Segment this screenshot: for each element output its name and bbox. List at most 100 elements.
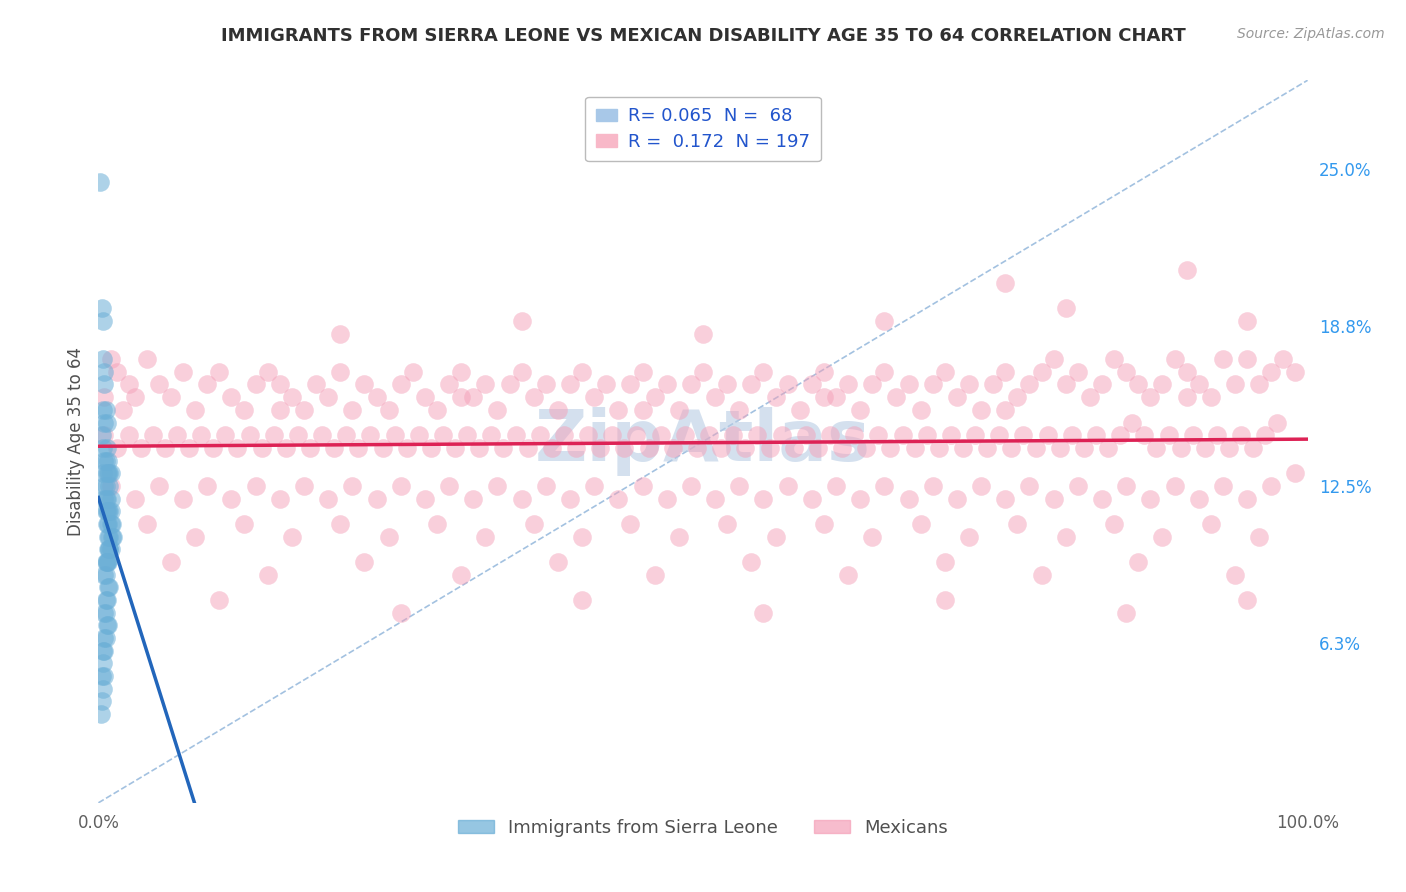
- Y-axis label: Disability Age 35 to 64: Disability Age 35 to 64: [66, 347, 84, 536]
- Point: [1163, 479, 1185, 493]
- Point: [934, 555, 956, 569]
- Point: [970, 479, 993, 493]
- Point: [994, 276, 1017, 290]
- Point: [245, 479, 267, 493]
- Point: [98, 580, 121, 594]
- Point: [463, 390, 485, 404]
- Point: [353, 555, 375, 569]
- Point: [981, 377, 1004, 392]
- Point: [342, 479, 364, 493]
- Point: [100, 491, 122, 506]
- Point: [789, 402, 811, 417]
- Text: ZipAtlas: ZipAtlas: [536, 407, 870, 476]
- Point: [740, 377, 762, 392]
- Point: [1036, 428, 1059, 442]
- Point: [426, 516, 449, 531]
- Point: [97, 618, 120, 632]
- Point: [91, 314, 114, 328]
- Point: [153, 441, 176, 455]
- Point: [765, 530, 787, 544]
- Point: [98, 467, 121, 481]
- Point: [208, 593, 231, 607]
- Point: [813, 516, 835, 531]
- Point: [292, 479, 315, 493]
- Point: [644, 567, 666, 582]
- Point: [413, 390, 436, 404]
- Point: [93, 631, 115, 645]
- Point: [94, 453, 117, 467]
- Point: [825, 479, 848, 493]
- Point: [463, 491, 485, 506]
- Point: [565, 441, 588, 455]
- Point: [1073, 441, 1095, 455]
- Point: [692, 365, 714, 379]
- Point: [602, 428, 624, 442]
- Point: [505, 428, 527, 442]
- Point: [776, 479, 799, 493]
- Point: [94, 567, 117, 582]
- Point: [939, 428, 962, 442]
- Point: [607, 402, 630, 417]
- Point: [329, 516, 352, 531]
- Point: [486, 402, 509, 417]
- Point: [668, 402, 690, 417]
- Point: [1133, 428, 1156, 442]
- Point: [807, 441, 830, 455]
- Point: [510, 491, 533, 506]
- Point: [269, 402, 291, 417]
- Point: [897, 377, 920, 392]
- Point: [239, 428, 262, 442]
- Point: [1212, 352, 1234, 367]
- Point: [831, 441, 853, 455]
- Point: [873, 479, 896, 493]
- Point: [245, 377, 267, 392]
- Point: [776, 377, 799, 392]
- Point: [523, 390, 546, 404]
- Point: [558, 377, 581, 392]
- Point: [97, 530, 120, 544]
- Point: [849, 402, 872, 417]
- Point: [281, 530, 304, 544]
- Point: [800, 491, 823, 506]
- Point: [172, 491, 194, 506]
- Point: [135, 516, 157, 531]
- Point: [413, 491, 436, 506]
- Point: [1115, 606, 1137, 620]
- Point: [1284, 467, 1306, 481]
- Point: [1206, 428, 1229, 442]
- Point: [97, 542, 120, 557]
- Point: [1218, 441, 1240, 455]
- Point: [208, 365, 231, 379]
- Point: [1018, 377, 1040, 392]
- Point: [124, 390, 146, 404]
- Point: [879, 441, 901, 455]
- Point: [93, 365, 115, 379]
- Point: [1241, 441, 1264, 455]
- Point: [679, 479, 702, 493]
- Point: [232, 402, 254, 417]
- Point: [891, 428, 914, 442]
- Point: [794, 428, 817, 442]
- Point: [299, 441, 322, 455]
- Point: [644, 390, 666, 404]
- Point: [1194, 441, 1216, 455]
- Point: [360, 428, 382, 442]
- Point: [904, 441, 927, 455]
- Point: [1128, 377, 1150, 392]
- Point: [619, 377, 641, 392]
- Point: [100, 516, 122, 531]
- Point: [202, 441, 225, 455]
- Point: [450, 567, 472, 582]
- Point: [571, 593, 593, 607]
- Point: [97, 516, 120, 531]
- Point: [148, 377, 170, 392]
- Point: [486, 479, 509, 493]
- Point: [468, 441, 491, 455]
- Point: [758, 441, 780, 455]
- Point: [540, 441, 562, 455]
- Point: [97, 453, 120, 467]
- Point: [105, 365, 128, 379]
- Point: [704, 491, 727, 506]
- Point: [1054, 377, 1077, 392]
- Point: [91, 669, 114, 683]
